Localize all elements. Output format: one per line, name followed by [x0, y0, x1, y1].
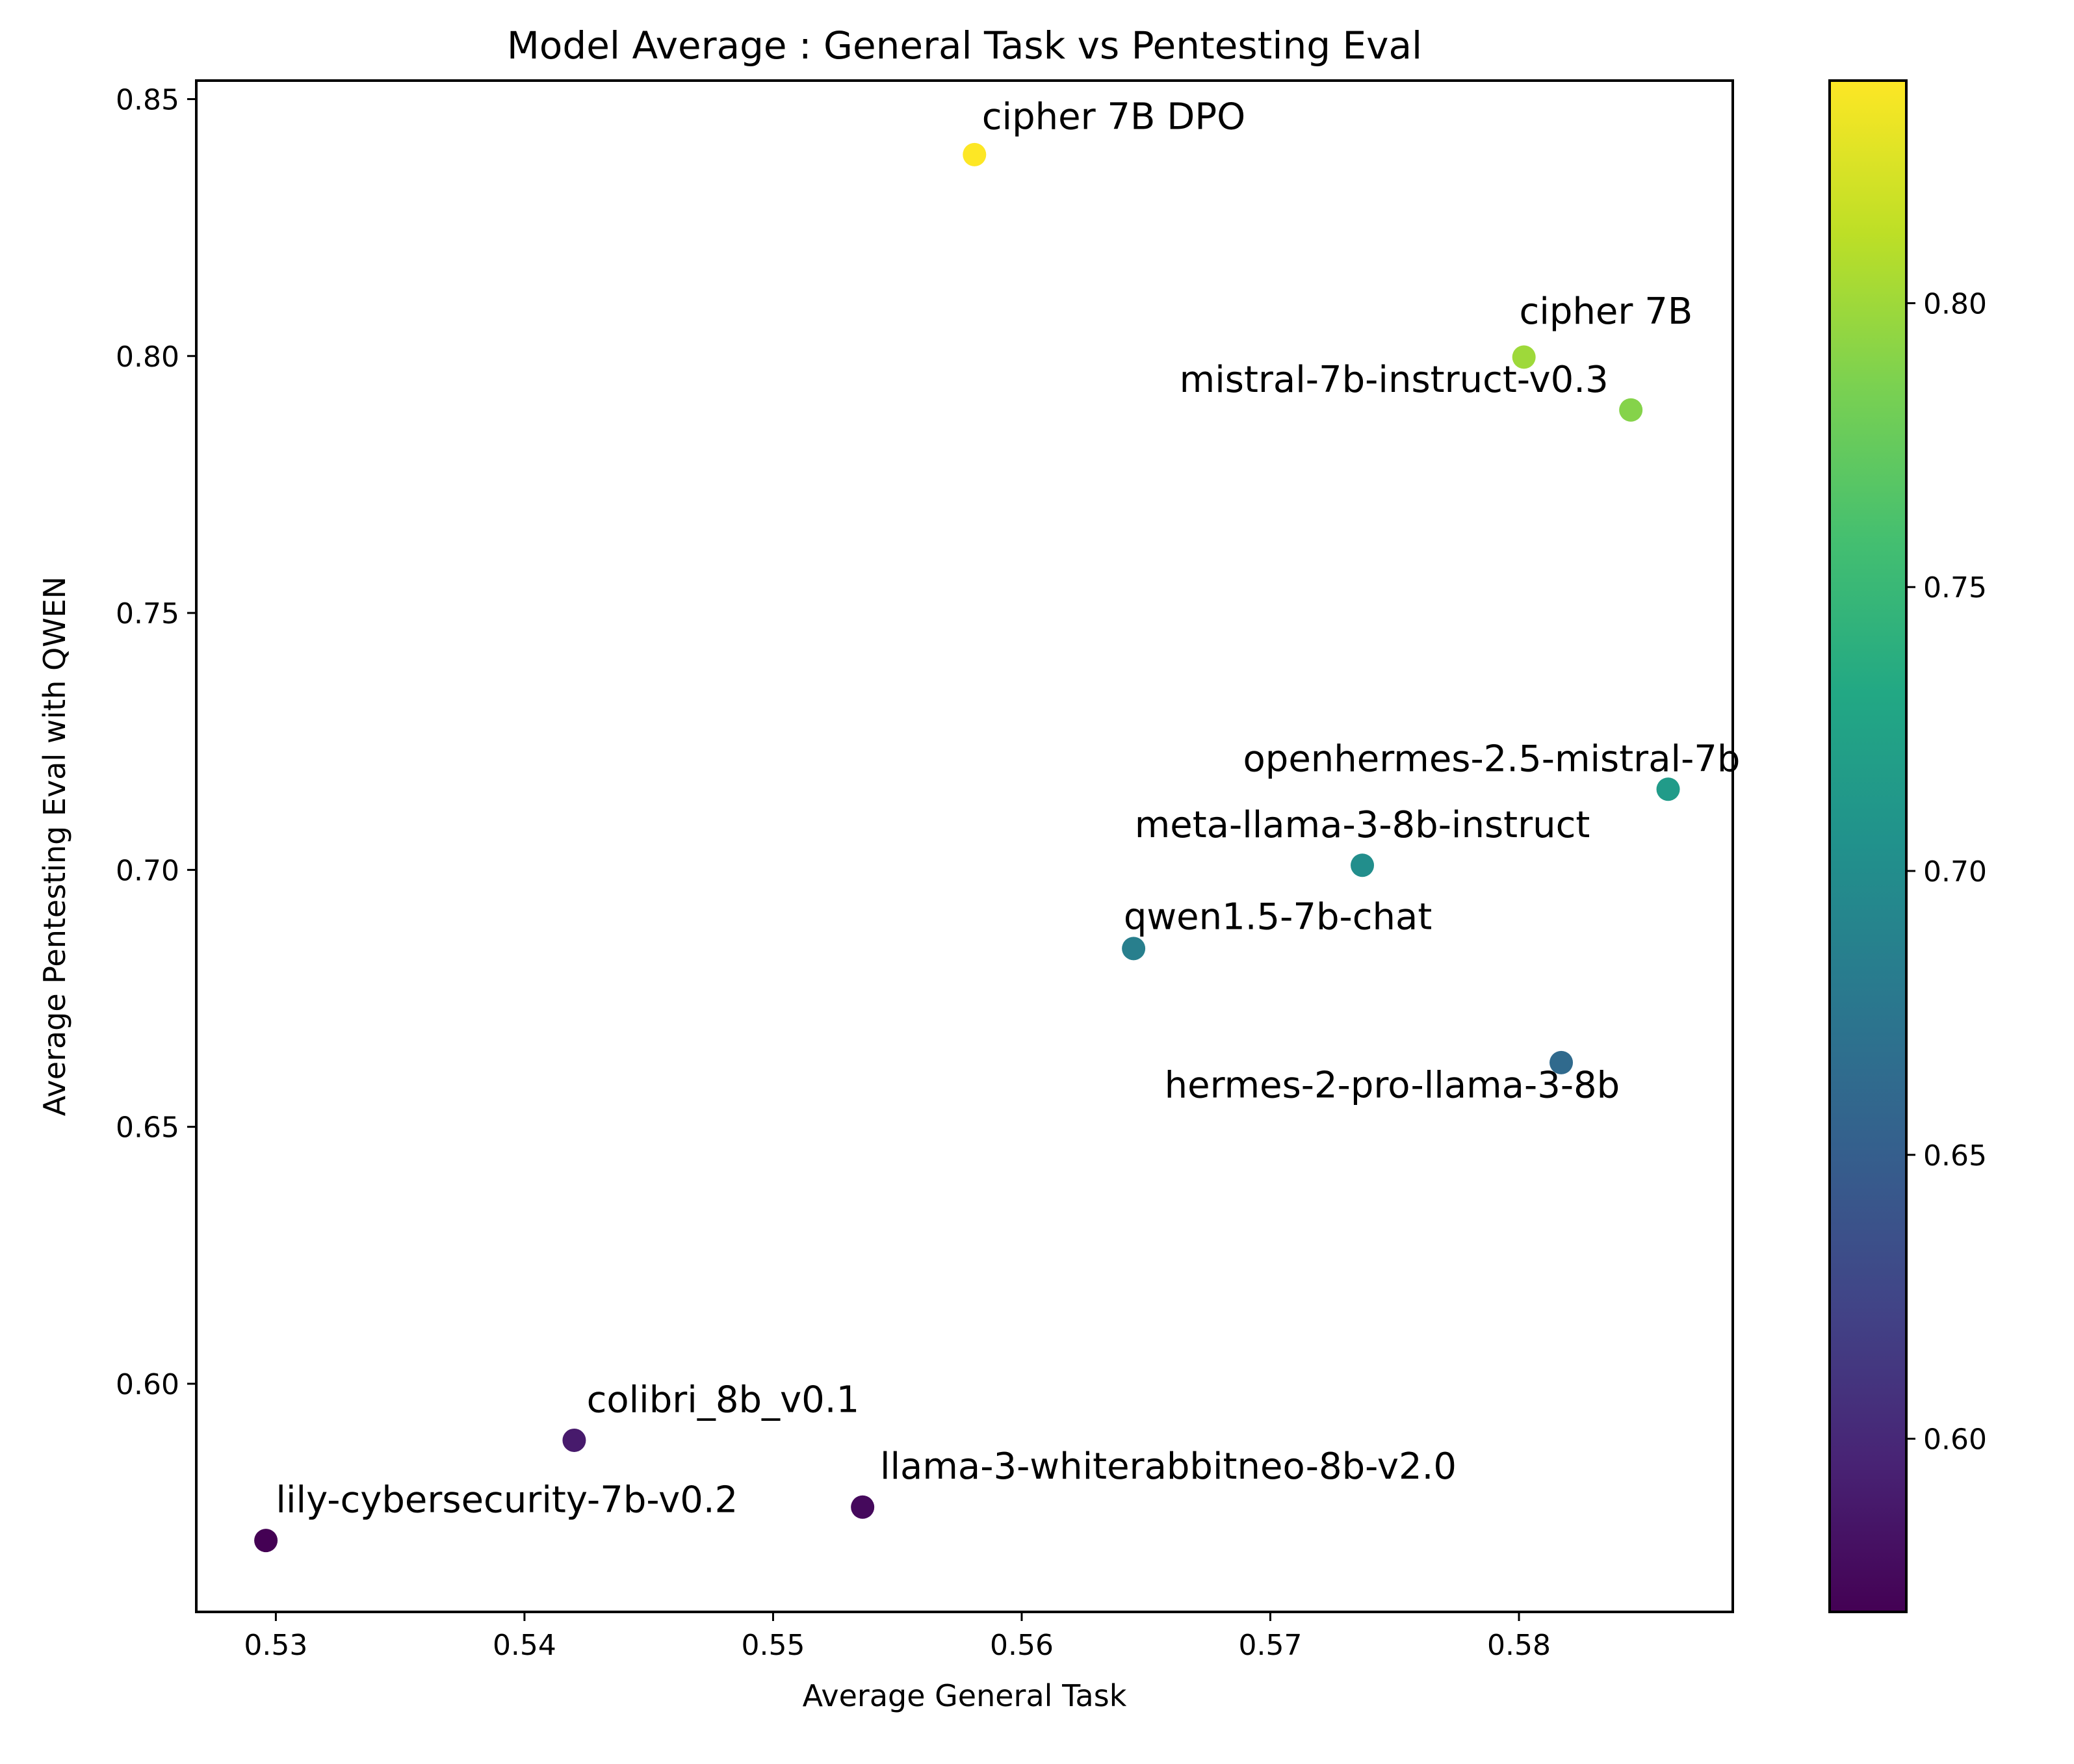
x-tick-label: 0.57 — [1239, 1629, 1303, 1662]
x-tick-label: 0.58 — [1487, 1629, 1551, 1662]
x-tick-label: 0.55 — [741, 1629, 805, 1662]
y-tick-label: 0.60 — [116, 1368, 179, 1401]
y-axis: 0.60 0.65 0.70 0.75 0.80 0.85 — [116, 83, 196, 1401]
point-label: cipher 7B DPO — [982, 96, 1245, 138]
y-tick-label: 0.70 — [116, 854, 179, 887]
colorbar — [1828, 79, 1908, 1613]
colorbar-gradient — [1828, 79, 1908, 1613]
data-point — [1122, 937, 1146, 961]
chart-title: Model Average : General Task vs Pentesti… — [507, 23, 1422, 68]
colorbar-axis: 0.60 0.65 0.70 0.75 0.80 — [1906, 287, 1987, 1457]
point-label: meta-llama-3-8b-instruct — [1135, 804, 1590, 846]
data-points — [254, 142, 1680, 1553]
point-label: colibri_8b_v0.1 — [587, 1379, 860, 1421]
x-axis: 0.53 0.54 0.55 0.56 0.57 0.58 — [244, 1612, 1551, 1662]
point-label: qwen1.5-7b-chat — [1124, 896, 1432, 938]
y-tick-label: 0.85 — [116, 83, 179, 116]
colorbar-tick-label: 0.70 — [1923, 855, 1987, 888]
x-tick-label: 0.54 — [493, 1629, 556, 1662]
colorbar-tick-label: 0.75 — [1923, 571, 1987, 604]
colorbar-tick-label: 0.65 — [1923, 1139, 1987, 1173]
data-point — [1351, 853, 1375, 877]
point-labels: cipher 7B DPO cipher 7B mistral-7b-instruc… — [276, 96, 1740, 1521]
y-axis-label: Average Pentesting Eval with QWEN — [37, 577, 72, 1116]
x-axis-label: Average General Task — [803, 1678, 1127, 1713]
y-tick-label: 0.80 — [116, 341, 179, 374]
plot-frame — [195, 79, 1734, 1613]
data-point — [963, 142, 987, 166]
data-point — [562, 1428, 586, 1452]
y-tick-label: 0.75 — [116, 597, 179, 630]
data-point — [851, 1495, 875, 1519]
data-point — [1512, 345, 1536, 369]
point-label: lily-cybersecurity-7b-v0.2 — [276, 1479, 738, 1522]
data-point — [1549, 1050, 1574, 1074]
point-label: cipher 7B — [1520, 291, 1693, 333]
colorbar-tick-label: 0.60 — [1923, 1423, 1987, 1457]
data-point — [254, 1529, 278, 1553]
data-point — [1619, 398, 1643, 422]
x-tick-label: 0.56 — [990, 1629, 1054, 1662]
x-tick-label: 0.53 — [244, 1629, 307, 1662]
y-tick-label: 0.65 — [116, 1111, 179, 1145]
point-label: llama-3-whiterabbitneo-8b-v2.0 — [880, 1446, 1457, 1488]
colorbar-tick-label: 0.80 — [1923, 287, 1987, 320]
point-label: openhermes-2.5-mistral-7b — [1243, 738, 1741, 781]
point-label: mistral-7b-instruct-v0.3 — [1180, 359, 1609, 401]
point-label: hermes-2-pro-llama-3-8b — [1165, 1065, 1620, 1107]
data-point — [1656, 777, 1680, 801]
